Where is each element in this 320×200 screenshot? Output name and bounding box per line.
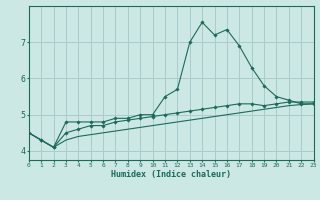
X-axis label: Humidex (Indice chaleur): Humidex (Indice chaleur) xyxy=(111,170,231,179)
